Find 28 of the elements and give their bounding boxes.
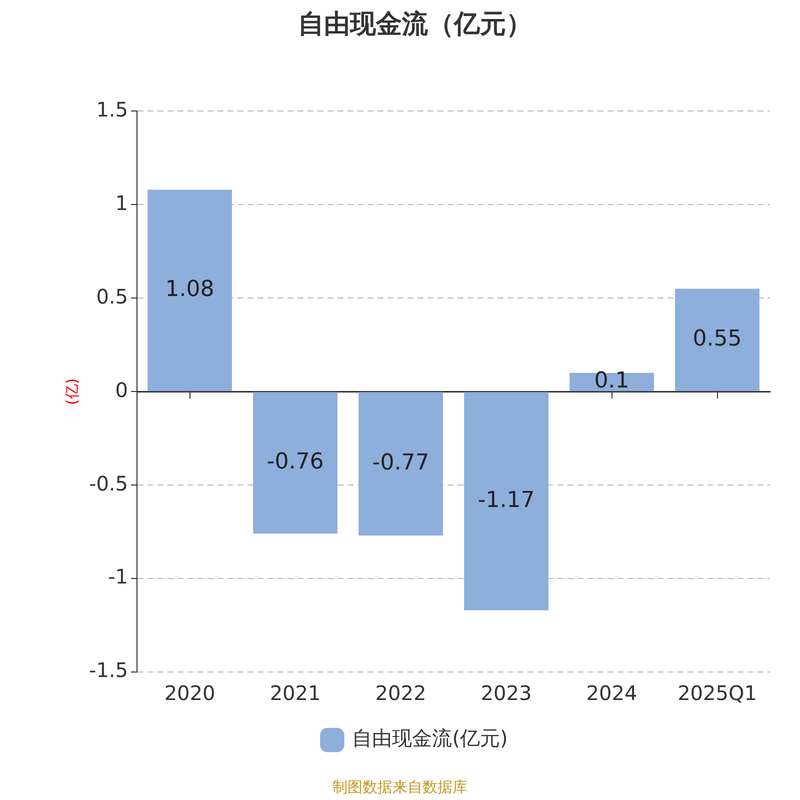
legend-label: 自由现金流(亿元) (352, 726, 508, 750)
data-label: 0.55 (692, 326, 742, 352)
bar (358, 392, 443, 536)
y-tick-label: 0.5 (96, 284, 128, 308)
y-tick-label: -1 (108, 564, 128, 589)
bar (253, 392, 338, 534)
y-axis-title: (亿) (62, 378, 81, 405)
y-tick-label: -1.5 (88, 658, 128, 682)
y-tick-label: -0.5 (88, 471, 128, 496)
x-tick-label: 2024 (586, 681, 638, 706)
bar (675, 288, 760, 392)
data-label: -0.76 (266, 450, 324, 475)
data-label: 1.08 (165, 277, 214, 302)
data-label: 0.1 (594, 368, 630, 394)
x-tick-label: 2020 (164, 681, 216, 706)
x-tick-label: 2025Q1 (678, 681, 757, 706)
data-label: -0.77 (372, 450, 430, 476)
data-label: -1.17 (478, 488, 535, 513)
chart-title: 自由现金流（亿元） (298, 9, 532, 40)
y-tick-label: 1 (115, 190, 128, 215)
x-tick-label: 2023 (480, 681, 532, 706)
bar (148, 190, 232, 392)
x-tick-label: 2022 (375, 681, 426, 706)
y-tick-label: 1.5 (96, 97, 128, 122)
text: 制图数据来自数据库 (332, 778, 468, 797)
bar (464, 392, 548, 610)
x-tick-label: 2021 (270, 681, 321, 706)
y-tick-label: 0 (115, 378, 128, 402)
